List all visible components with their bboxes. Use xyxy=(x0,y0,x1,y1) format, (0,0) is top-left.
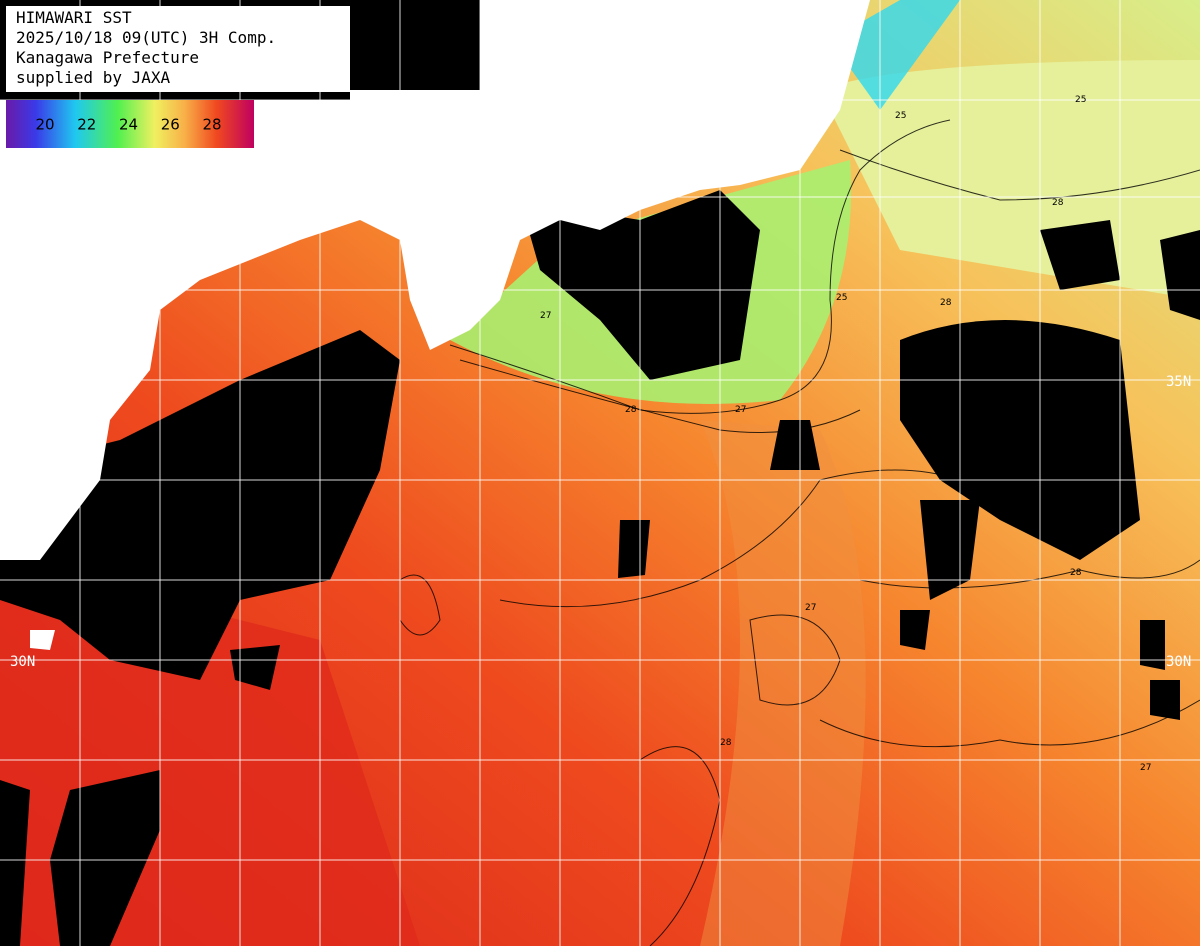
grid-labels: 136E 30N 35N 30N xyxy=(10,6,1191,670)
colorbar-label: 20 xyxy=(35,116,54,134)
contour-label: 28 xyxy=(625,405,637,415)
contour-label: 27 xyxy=(805,603,816,613)
header-box xyxy=(6,6,350,92)
colorbar: 20 22 24 26 28 xyxy=(6,100,254,148)
lat-label: 30N xyxy=(10,654,35,670)
header-line: 2025/10/18 09(UTC) 3H Comp. xyxy=(16,28,276,47)
colorbar-label: 22 xyxy=(77,116,96,134)
lat-label: 35N xyxy=(1166,374,1191,390)
contours xyxy=(399,119,1200,946)
header: HIMAWARI SST 2025/10/18 09(UTC) 3H Comp.… xyxy=(6,6,350,92)
colorbar-ramp xyxy=(6,100,254,148)
header-line: HIMAWARI SST xyxy=(16,8,132,27)
contour-label: 25 xyxy=(836,293,847,303)
contour-label: 28 xyxy=(940,298,952,308)
contour-label: 28 xyxy=(1052,198,1064,208)
lat-label: 30N xyxy=(1166,654,1191,670)
contour-label: 25 xyxy=(1075,95,1086,105)
contour-labels: 25 27 28 25 27 28 28 27 28 25 28 27 xyxy=(540,95,1151,773)
contour-label: 28 xyxy=(720,738,732,748)
header-line: supplied by JAXA xyxy=(16,68,170,87)
colorbar-label: 24 xyxy=(119,116,138,134)
contour-label: 27 xyxy=(735,405,746,415)
lon-label: 136E xyxy=(482,6,498,40)
contour-label: 27 xyxy=(540,311,551,321)
header-line: Kanagawa Prefecture xyxy=(16,48,199,67)
contour-label: 28 xyxy=(1070,568,1082,578)
colorbar-label: 26 xyxy=(161,116,180,134)
contour-label: 27 xyxy=(1140,763,1151,773)
colorbar-label: 28 xyxy=(202,116,221,134)
contour-label: 25 xyxy=(895,111,906,121)
